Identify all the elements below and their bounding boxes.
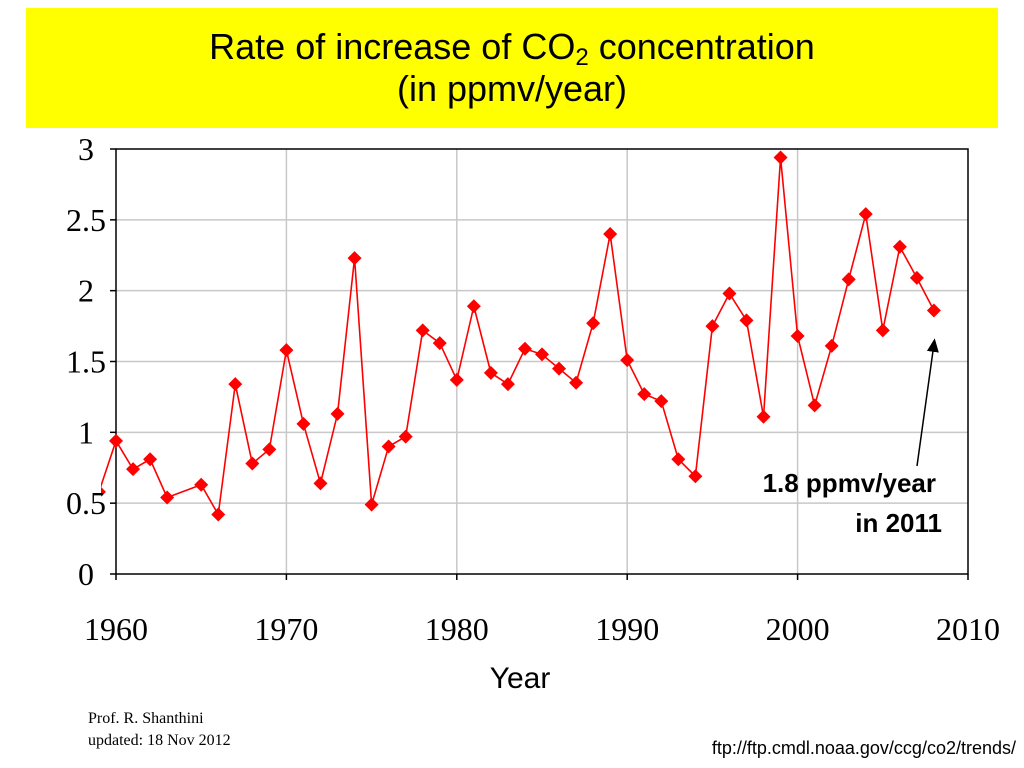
data-point-marker [160,490,175,505]
x-axis-ticks: 1960 1970 1980 1990 2000 2010 [84,574,1000,647]
x-tick-label: 2000 [766,611,830,647]
annotation-arrow [916,338,939,467]
data-point-marker [926,303,941,318]
credit-name: Prof. R. Shanthini [88,710,204,727]
data-point-marker [483,365,498,380]
data-point-marker [569,375,584,390]
data-point-marker [500,377,515,392]
x-tick-label: 1970 [254,611,318,647]
credit-block: Prof. R. Shanthini updated: 18 Nov 2012 [88,708,231,752]
data-point-marker [620,353,635,368]
data-point-marker [245,456,260,471]
data-point-marker [705,319,720,334]
data-point-marker [228,377,243,392]
data-point-marker [807,398,822,413]
data-point-marker [858,207,873,222]
data-point-marker [688,469,703,484]
data-point-marker [126,462,141,477]
y-tick-label: 1.5 [66,344,106,380]
data-point-marker [841,272,856,287]
data-point-marker [517,341,532,356]
source-url: ftp://ftp.cmdl.noaa.gov/ccg/co2/trends/ [711,738,1016,758]
y-tick-label: 2.5 [66,202,106,238]
data-point-marker [756,409,771,424]
x-tick-label: 1960 [84,611,148,647]
data-point-marker [347,251,362,266]
x-tick-label: 1990 [595,611,659,647]
data-point-marker [773,150,788,165]
y-tick-label: 0 [78,556,94,592]
data-point-marker [381,439,396,454]
slide-title-line1: Rate of increase of CO2 concentration [209,26,815,71]
y-axis-ticks: 0 0.5 1 1.5 2 2.5 3 [66,131,116,592]
data-point-marker [330,406,345,421]
y-tick-label: 3 [78,131,94,167]
series-line [101,157,935,517]
data-point-marker [637,387,652,402]
data-point-marker [143,452,158,467]
data-point-marker [313,476,328,491]
data-point-marker [296,416,311,431]
y-tick-label: 2 [78,273,94,309]
y-tick-label: 0.5 [66,485,106,521]
credit-updated: updated: 18 Nov 2012 [88,732,231,749]
data-point-marker [535,347,549,362]
data-point-marker [466,299,481,314]
data-point-marker [101,486,106,497]
x-axis-label: Year [490,662,551,695]
data-point-marker [586,316,601,331]
title-text-post: concentration [588,26,815,67]
data-point-marker [109,433,123,448]
annotation-line2: in 2011 [855,508,942,538]
data-point-marker [875,323,890,338]
data-point-marker [364,497,379,512]
data-point-marker [415,323,430,338]
data-point-marker [909,270,924,285]
data-point-marker [739,313,754,328]
data-point-marker [654,394,669,409]
title-box: Rate of increase of CO2 concentration (i… [26,8,998,128]
data-point-marker [449,372,464,387]
title-subscript: 2 [575,44,589,71]
data-point-marker [603,227,618,241]
data-point-marker [552,361,567,376]
data-point-marker [398,429,413,444]
data-point-marker [432,336,447,351]
annotation-line1: 1.8 ppmv/year [763,468,936,498]
x-tick-label: 2010 [936,611,1000,647]
series-group [101,150,941,522]
data-point-marker [194,477,209,492]
data-point-marker [722,286,737,301]
data-point-marker [892,239,907,254]
data-point-marker [279,343,294,358]
gridlines [116,149,968,574]
data-point-marker [262,442,277,457]
data-point-marker [790,329,805,343]
title-text: Rate of increase of CO [209,26,576,67]
data-point-marker [211,507,226,522]
data-point-marker [824,338,839,353]
x-tick-label: 1980 [425,611,489,647]
slide-title-line2: (in ppmv/year) [396,68,628,109]
y-tick-label: 1 [78,414,94,450]
data-point-marker [671,452,686,467]
